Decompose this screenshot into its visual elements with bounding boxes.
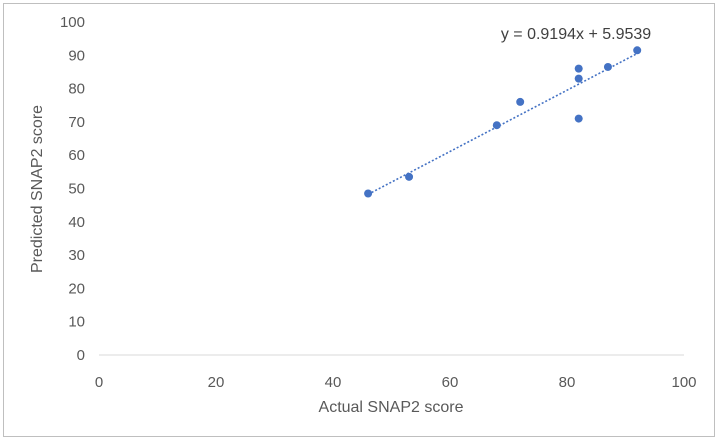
data-point [492, 121, 501, 130]
data-point [405, 172, 414, 181]
y-tick-label: 10 [68, 314, 85, 331]
x-axis-title: Actual SNAP2 score [319, 399, 464, 416]
y-tick-label: 90 [68, 47, 85, 64]
data-points [364, 46, 642, 198]
y-tick-label: 40 [68, 214, 85, 231]
data-point [574, 114, 583, 123]
data-point [364, 189, 373, 198]
data-point [516, 97, 525, 106]
x-tick-label: 60 [442, 374, 459, 391]
trendline [367, 52, 638, 196]
y-tick-label: 20 [68, 280, 85, 297]
x-tick-label: 0 [95, 374, 103, 391]
y-tick-label: 100 [60, 14, 85, 31]
y-tick-label: 70 [68, 114, 85, 131]
data-point [574, 74, 583, 83]
data-point [603, 62, 612, 71]
y-tick-label: 30 [68, 247, 85, 264]
y-tick-label: 0 [77, 347, 85, 364]
data-point [574, 64, 583, 73]
x-tick-label: 40 [325, 374, 342, 391]
data-point [633, 46, 642, 55]
x-tick-labels: 0 20 40 60 80 100 [95, 374, 697, 391]
y-tick-label: 50 [68, 181, 85, 198]
trendline-group [367, 52, 638, 196]
y-tick-label: 80 [68, 81, 85, 98]
y-tick-labels: 0 10 20 30 40 50 60 70 80 90 100 [60, 14, 85, 364]
x-tick-label: 80 [559, 374, 576, 391]
trendline-equation: y = 0.9194x + 5.9539 [501, 26, 651, 43]
x-tick-label: 20 [208, 374, 225, 391]
x-tick-label: 100 [671, 374, 696, 391]
y-axis-title: Predicted SNAP2 score [29, 105, 46, 273]
y-tick-label: 60 [68, 147, 85, 164]
